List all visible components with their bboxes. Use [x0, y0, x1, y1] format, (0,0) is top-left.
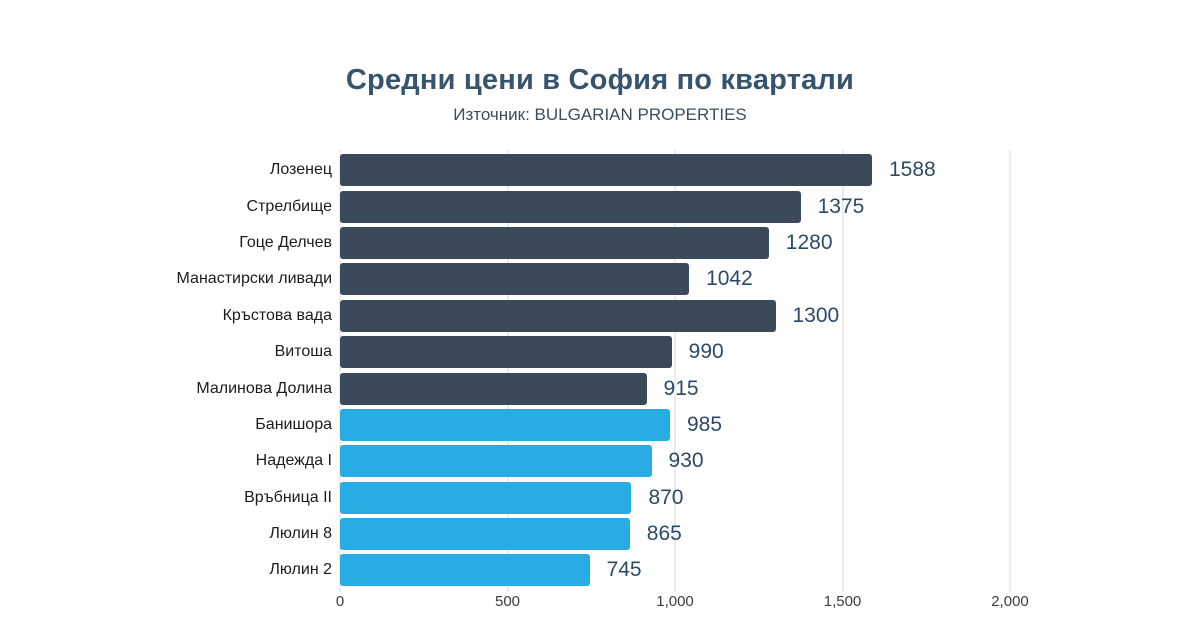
bar-track: 990 [340, 336, 1010, 369]
value-label: 1280 [785, 230, 833, 254]
category-label: Надежда I [255, 452, 332, 470]
bar-track: 1375 [340, 190, 1010, 223]
bar [340, 481, 632, 514]
category-label: Люлин 2 [269, 561, 332, 579]
bar [340, 190, 801, 223]
gridlines [339, 150, 1011, 592]
x-tick-label: 500 [494, 593, 521, 610]
category-label: Кръстова вада [222, 306, 332, 324]
chart-row: Малинова Долина 915 [30, 370, 1170, 406]
bar [340, 554, 590, 587]
gridline [1009, 150, 1011, 592]
chart-row: Кръстова вада 1300 [30, 298, 1170, 334]
chart-row: Люлин 8 865 [30, 516, 1170, 552]
x-axis: 0 500 1,000 1,500 2,000 [336, 593, 1029, 613]
value-label: 915 [663, 376, 699, 400]
chart-row: Връбница II 870 [30, 480, 1170, 516]
bar-track: 930 [340, 445, 1010, 478]
bar [340, 445, 652, 478]
bar-track: 870 [340, 481, 1010, 514]
bar [340, 154, 872, 187]
bar-track: 1280 [340, 226, 1010, 259]
category-label: Манастирски ливади [176, 270, 332, 288]
value-label: 865 [646, 522, 682, 546]
category-label: Стрелбище [246, 197, 332, 215]
value-label: 1042 [706, 267, 753, 291]
category-label: Банишора [255, 415, 332, 433]
bar-track: 985 [340, 408, 1010, 441]
category-label: Гоце Делчев [239, 233, 332, 251]
gridline [339, 150, 341, 592]
chart-row: Витоша 990 [30, 334, 1170, 370]
chart-row: Гоце Делчев 1280 [30, 225, 1170, 261]
chart-subtitle: Източник: BULGARIAN PROPERTIES [453, 105, 747, 124]
value-label: 930 [668, 449, 704, 473]
bar [340, 518, 630, 551]
gridline [842, 150, 843, 592]
chart-row: Люлин 2 745 [30, 552, 1170, 588]
bar [340, 372, 647, 405]
bar-track: 1588 [340, 154, 1010, 187]
value-label: 1300 [792, 303, 840, 327]
chart-row: Банишора 985 [30, 407, 1170, 443]
bar [340, 299, 776, 332]
bar [340, 263, 690, 296]
category-label: Витоша [274, 343, 332, 361]
gridline [507, 150, 508, 592]
value-label: 990 [688, 340, 724, 364]
bar [340, 408, 670, 441]
chart-row: Лозенец 1588 [30, 152, 1170, 188]
value-label: 745 [606, 558, 642, 582]
x-tick-label: 1,500 [823, 593, 862, 610]
bar-track: 865 [340, 518, 1010, 551]
x-tick-label: 2,000 [991, 593, 1029, 610]
chart-rows: Лозенец 1588 Стрелбище 1375 Гоце Делчев 1280 М… [30, 152, 1170, 589]
category-label: Малинова Долина [196, 379, 332, 397]
category-label: Връбница II [244, 488, 332, 506]
value-label: 1375 [817, 194, 865, 218]
bar-track: 1300 [340, 299, 1010, 332]
bar-track: 745 [340, 554, 1010, 587]
bar-track: 1042 [340, 263, 1010, 296]
chart-row: Манастирски ливади 1042 [30, 261, 1170, 297]
gridline [674, 150, 676, 592]
chart-row: Стрелбище 1375 [30, 188, 1170, 224]
bar [340, 336, 672, 369]
value-label: 985 [686, 412, 723, 436]
category-label: Люлин 8 [269, 525, 332, 543]
chart-title: Средни цени в София по квартали [345, 64, 855, 96]
value-label: 1588 [888, 158, 936, 182]
x-tick-label: 1,000 [656, 593, 694, 610]
bar [340, 226, 769, 259]
chart-row: Надежда I 930 [30, 443, 1170, 479]
value-label: 870 [648, 485, 684, 509]
x-tick-label: 0 [335, 593, 345, 610]
category-label: Лозенец [269, 161, 332, 179]
bar-track: 915 [340, 372, 1010, 405]
